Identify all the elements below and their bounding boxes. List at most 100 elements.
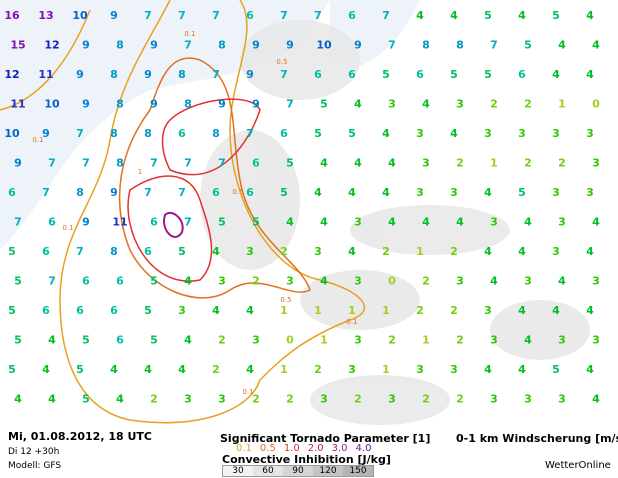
shear-value: 5	[552, 363, 560, 376]
shear-value: 6	[252, 157, 260, 170]
shear-value: 4	[422, 216, 430, 229]
shear-value: 4	[320, 157, 328, 170]
shear-value: 9	[246, 68, 254, 81]
shear-value: 5	[8, 245, 16, 258]
shear-value: 6	[280, 127, 288, 140]
stp-level: 0.1	[236, 443, 252, 454]
shear-value: 1	[320, 334, 328, 347]
shear-value: 7	[144, 186, 152, 199]
shear-value: 7	[178, 9, 186, 22]
stp-level: 4.0	[355, 443, 372, 454]
shear-value: 11	[38, 68, 53, 81]
shear-value: 3	[484, 127, 492, 140]
contour-label: 0.1	[346, 318, 357, 326]
shear-value: 10	[72, 9, 88, 22]
shear-value: 1	[422, 334, 430, 347]
shear-value: 4	[586, 245, 594, 258]
shear-value: 2	[212, 363, 220, 376]
shear-value: 7	[280, 68, 288, 81]
shear-value: 3	[354, 275, 362, 288]
shear-value: 3	[416, 127, 424, 140]
cin-level: 90	[283, 466, 313, 476]
shear-value: 4	[450, 9, 458, 22]
shear-value: 9	[110, 9, 118, 22]
shear-value: 3	[558, 393, 566, 406]
shear-value: 9	[252, 39, 260, 52]
shear-value: 7	[144, 9, 152, 22]
shear-value: 11	[10, 98, 25, 111]
shear-value: 2	[416, 304, 424, 317]
stp-legend: 0.1 0.5 1.0 2.0 3.0 4.0	[236, 443, 379, 454]
shear-value: 3	[592, 157, 600, 170]
shear-value: 2	[388, 334, 396, 347]
shear-value: 3	[552, 186, 560, 199]
shear-value: 4	[586, 363, 594, 376]
shear-value: 5	[144, 304, 152, 317]
shear-value: 0	[592, 98, 600, 111]
shear-value: 2	[218, 334, 226, 347]
shear-value: 4	[518, 304, 526, 317]
shear-value: 3	[592, 275, 600, 288]
shear-value: 3	[456, 275, 464, 288]
shear-value: 8	[144, 127, 152, 140]
shear-value: 4	[552, 304, 560, 317]
shear-value: 8	[218, 39, 226, 52]
shear-value: 15	[10, 39, 25, 52]
shear-value: 4	[558, 275, 566, 288]
shear-value: 4	[348, 186, 356, 199]
shear-value: 7	[286, 98, 294, 111]
shear-value: 7	[178, 186, 186, 199]
shear-value: 3	[450, 186, 458, 199]
shear-value: 3	[524, 393, 532, 406]
shear-value: 4	[484, 245, 492, 258]
shear-value: 5	[320, 98, 328, 111]
shear-value: 4	[456, 216, 464, 229]
shear-value: 3	[246, 245, 254, 258]
shear-value: 8	[110, 127, 118, 140]
shear-value: 3	[586, 127, 594, 140]
shear-value: 2	[150, 393, 158, 406]
shear-value: 1	[382, 304, 390, 317]
shear-value: 4	[416, 9, 424, 22]
shear-value: 6	[116, 334, 124, 347]
shear-value: 9	[42, 127, 50, 140]
shear-value: 5	[150, 275, 158, 288]
shear-value: 6	[178, 127, 186, 140]
shear-value: 2	[252, 393, 260, 406]
shear-value: 8	[212, 127, 220, 140]
shear-value: 5	[280, 186, 288, 199]
shear-value: 9	[252, 98, 260, 111]
shear-value: 3	[286, 275, 294, 288]
contour-label: 0.1	[242, 388, 253, 396]
shear-value: 2	[382, 245, 390, 258]
shear-value: 5	[82, 334, 90, 347]
cin-level: 60	[253, 466, 283, 476]
shear-value: 1	[280, 363, 288, 376]
shear-value: 3	[484, 304, 492, 317]
shear-value: 3	[178, 304, 186, 317]
shear-value: 3	[592, 334, 600, 347]
model: Modell: GFS	[8, 461, 62, 471]
shear-value: 6	[150, 216, 158, 229]
shear-value: 8	[422, 39, 430, 52]
shear-value: 2	[524, 157, 532, 170]
stp-level: 2.0	[307, 443, 324, 454]
shear-value: 4	[246, 304, 254, 317]
shear-value: 7	[14, 216, 22, 229]
shear-value: 4	[558, 39, 566, 52]
shear-value: 7	[212, 68, 220, 81]
shear-value: 5	[484, 9, 492, 22]
shear-value: 8	[184, 98, 192, 111]
shear-value: 2	[314, 363, 322, 376]
shear-value: 7	[388, 39, 396, 52]
shear-value: 3	[218, 275, 226, 288]
shear-value: 3	[252, 334, 260, 347]
shear-value: 6	[42, 245, 50, 258]
shear-value: 6	[348, 68, 356, 81]
contour-label: 0.1	[32, 136, 43, 144]
shear-value: 3	[388, 393, 396, 406]
shear-value: 9	[144, 68, 152, 81]
shear-value: 8	[456, 39, 464, 52]
shear-value: 9	[82, 39, 90, 52]
